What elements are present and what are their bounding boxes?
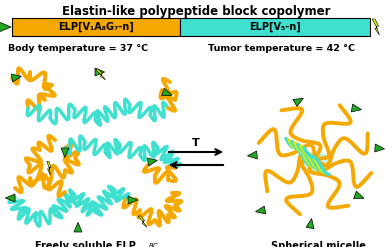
Polygon shape <box>298 154 332 170</box>
Polygon shape <box>351 104 361 112</box>
Polygon shape <box>128 196 138 204</box>
Polygon shape <box>256 206 266 214</box>
Polygon shape <box>0 22 11 32</box>
Text: Spherical micelle: Spherical micelle <box>270 241 365 247</box>
Text: $_{BC}$: $_{BC}$ <box>148 241 160 247</box>
Polygon shape <box>306 219 314 229</box>
Bar <box>12 18 180 36</box>
Polygon shape <box>11 74 22 82</box>
Text: ELP[V₁A₈G₇-n]: ELP[V₁A₈G₇-n] <box>58 22 134 32</box>
Polygon shape <box>138 216 147 227</box>
Polygon shape <box>354 191 364 199</box>
Text: Elastin-like polypeptide block copolymer: Elastin-like polypeptide block copolymer <box>62 5 330 18</box>
Text: T: T <box>192 138 200 148</box>
Polygon shape <box>372 19 379 35</box>
Polygon shape <box>247 151 258 159</box>
Text: Freely soluble ELP: Freely soluble ELP <box>34 241 136 247</box>
Polygon shape <box>74 222 82 232</box>
Bar <box>180 18 370 36</box>
Polygon shape <box>95 68 105 76</box>
Polygon shape <box>61 148 69 158</box>
Text: ELP[V₅-n]: ELP[V₅-n] <box>249 22 301 32</box>
Text: Tumor temperature = 42 °C: Tumor temperature = 42 °C <box>208 44 355 53</box>
Polygon shape <box>5 194 15 202</box>
Polygon shape <box>162 88 172 96</box>
Polygon shape <box>96 69 105 80</box>
Polygon shape <box>147 158 158 166</box>
Polygon shape <box>375 144 385 152</box>
Polygon shape <box>293 98 303 106</box>
Text: Body temperature = 37 °C: Body temperature = 37 °C <box>8 44 148 53</box>
Polygon shape <box>47 161 51 175</box>
